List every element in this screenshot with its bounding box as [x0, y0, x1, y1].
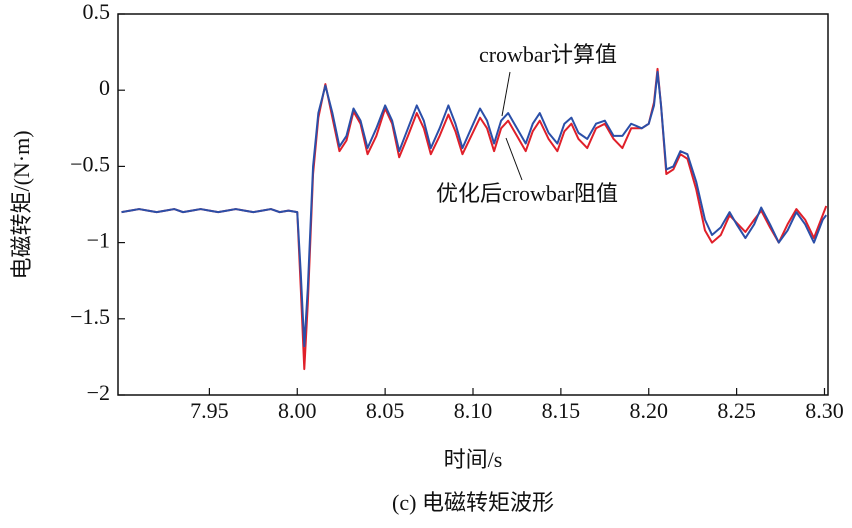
x-tick-label: 8.10	[454, 398, 493, 423]
series-line	[121, 70, 828, 348]
x-axis-label: 时间/s	[444, 447, 503, 472]
annotation-leader	[501, 71, 511, 117]
y-tick-label: −2	[87, 380, 110, 405]
y-tick-label: 0.5	[83, 0, 111, 24]
y-axis-label: 电磁转矩/(N·m)	[9, 130, 34, 279]
x-tick-label: 8.15	[542, 398, 581, 423]
x-tick-label: 7.95	[190, 398, 229, 423]
x-tick-label: 8.05	[366, 398, 405, 423]
x-tick-label: 8.30	[805, 398, 844, 423]
series-annotation: 优化后crowbar阻值	[436, 181, 618, 206]
series-line	[121, 67, 828, 371]
annotation-leader	[505, 137, 523, 181]
y-tick-label: −1	[87, 228, 110, 253]
y-tick-label: −1.5	[70, 304, 110, 329]
caption: (c) 电磁转矩波形	[392, 490, 554, 515]
x-tick-label: 8.25	[717, 398, 756, 423]
x-tick-label: 8.20	[629, 398, 668, 423]
x-tick-label: 8.00	[278, 398, 317, 423]
series-annotation: crowbar计算值	[479, 42, 617, 67]
y-tick-label: 0	[99, 75, 110, 100]
y-tick-label: −0.5	[70, 151, 110, 176]
